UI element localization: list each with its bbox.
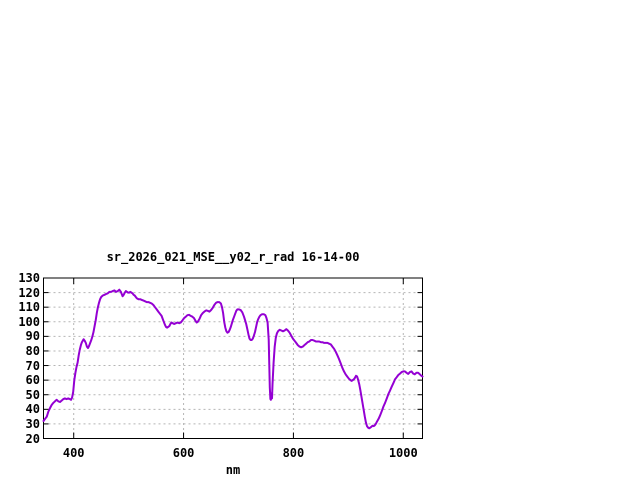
x-tick-label: 1000 bbox=[388, 446, 418, 460]
x-tick-label: 400 bbox=[62, 446, 85, 460]
y-tick-label: 90 bbox=[25, 329, 40, 344]
plot-border bbox=[43, 277, 423, 439]
y-tick-label: 20 bbox=[25, 431, 40, 446]
spectrum-line bbox=[42, 288, 424, 430]
y-tick-label: 60 bbox=[25, 373, 40, 388]
y-tick-label: 110 bbox=[18, 300, 40, 315]
y-tick-label: 50 bbox=[25, 387, 40, 402]
x-tick-label: 600 bbox=[172, 446, 195, 460]
x-axis-label: nm bbox=[225, 463, 241, 477]
x-tick-label: 800 bbox=[282, 446, 305, 460]
grid-lines bbox=[43, 278, 423, 439]
y-tick-label: 100 bbox=[18, 314, 40, 329]
y-tick-label: 120 bbox=[18, 285, 40, 300]
axes bbox=[43, 277, 423, 439]
y-tick-label: 130 bbox=[18, 271, 40, 285]
y-tick-label: 80 bbox=[25, 343, 40, 358]
y-tick-label: 70 bbox=[25, 358, 40, 373]
y-tick-label: 30 bbox=[25, 416, 40, 431]
chart-title: sr_2026_021_MSE__y02_r_rad 16-14-00 bbox=[106, 250, 360, 264]
y-tick-label: 40 bbox=[25, 402, 40, 417]
